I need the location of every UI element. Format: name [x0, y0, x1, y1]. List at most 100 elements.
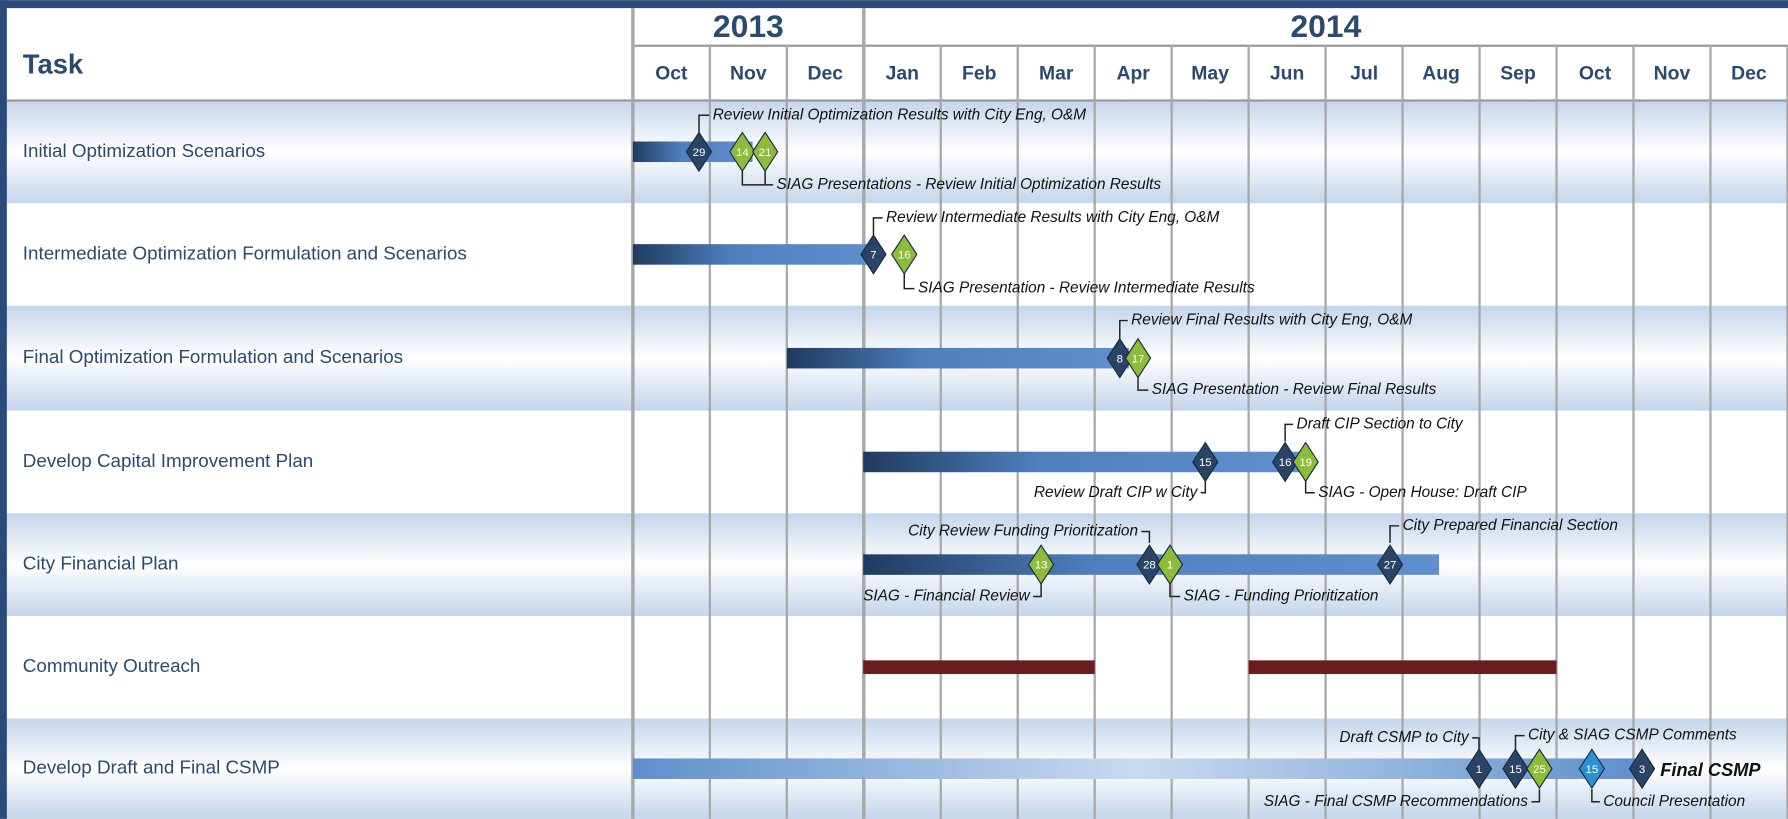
milestone-day: 13: [1035, 560, 1048, 572]
month-label: Dec: [808, 62, 844, 84]
milestone-day: 16: [1279, 457, 1292, 469]
year-label: 2013: [713, 8, 784, 44]
task-bar: [1248, 660, 1557, 675]
milestone-day: 25: [1533, 764, 1546, 776]
milestone: [1192, 441, 1219, 483]
task-name: Develop Capital Improvement Plan: [23, 450, 313, 471]
task-bar: [632, 758, 1643, 779]
month-label: Jun: [1270, 62, 1304, 84]
milestone-day: 3: [1639, 764, 1645, 776]
task-name: Community Outreach: [23, 655, 201, 676]
annotation: City Prepared Financial Section: [1403, 517, 1618, 534]
milestone: [1156, 544, 1184, 586]
annotation: SIAG Presentation - Review Intermediate …: [918, 280, 1255, 297]
leader-line: [1119, 319, 1128, 339]
annotation: Council Presentation: [1603, 793, 1745, 810]
milestone-day: 21: [759, 147, 772, 159]
month-label: Oct: [1579, 62, 1612, 84]
month-label: Jul: [1350, 62, 1378, 84]
task-bar: [786, 347, 1129, 369]
leader-line: [1141, 530, 1151, 543]
month-label: Feb: [962, 62, 997, 84]
month-label: Nov: [730, 62, 767, 84]
leader-line: [1389, 525, 1400, 543]
task-name: City Financial Plan: [23, 553, 179, 574]
month-label: Mar: [1039, 62, 1074, 84]
milestone-day: 28: [1143, 560, 1156, 572]
milestone-day: 29: [693, 147, 706, 159]
annotation: Review Final Results with City Eng, O&M: [1131, 312, 1412, 329]
leader-line: [1137, 377, 1149, 391]
month-label: Dec: [1731, 62, 1767, 84]
milestone: [1465, 748, 1493, 790]
leader-line: [1284, 423, 1294, 442]
milestone: [1376, 544, 1404, 586]
task-bar: [863, 451, 1300, 473]
milestone: [1136, 544, 1163, 586]
leader-line: [1472, 737, 1480, 751]
month-label: Oct: [655, 62, 688, 84]
milestone: [860, 233, 887, 275]
milestone: [1628, 748, 1656, 790]
milestone-day: 19: [1299, 457, 1312, 469]
row-band: [0, 100, 1788, 204]
milestone-day: 27: [1384, 560, 1397, 572]
task-name: Final Optimization Formulation and Scena…: [23, 346, 403, 367]
task-name: Initial Optimization Scenarios: [23, 140, 265, 161]
milestone-day: 17: [1132, 353, 1145, 365]
milestone-day: 15: [1586, 764, 1599, 776]
annotation: SIAG - Open House: Draft CIP: [1318, 484, 1527, 501]
leader-line: [1033, 581, 1042, 598]
leader-line: [1591, 789, 1600, 803]
frame-left: [0, 0, 7, 819]
milestone-day: 16: [898, 250, 911, 262]
annotation: Final CSMP: [1660, 759, 1761, 780]
frame-top: [0, 0, 1788, 9]
leader-line: [741, 171, 774, 186]
leader-line: [1200, 480, 1207, 494]
annotation: Draft CSMP to City: [1339, 729, 1470, 746]
milestone: [1027, 544, 1055, 586]
milestone-day: 15: [1509, 764, 1522, 776]
annotation: Draft CIP Section to City: [1297, 415, 1464, 432]
month-label: Jan: [886, 62, 919, 84]
milestone-day: 1: [1476, 764, 1482, 776]
milestone-day: 1: [1167, 560, 1173, 572]
annotation: SIAG - Funding Prioritization: [1184, 588, 1379, 605]
leader-line: [903, 273, 915, 290]
leader-line: [1514, 734, 1525, 751]
task-bar: [863, 660, 1095, 675]
annotation: Review Intermediate Results with City En…: [886, 209, 1219, 226]
annotation: City Review Funding Prioritization: [908, 523, 1138, 540]
milestone: [1578, 748, 1606, 790]
task-name: Intermediate Optimization Formulation an…: [23, 242, 467, 263]
milestone-day: 8: [1117, 353, 1123, 365]
milestone: [1526, 748, 1553, 790]
leader-line: [872, 217, 883, 236]
milestone: [1106, 337, 1134, 379]
annotation: SIAG Presentations - Review Initial Opti…: [777, 176, 1162, 193]
month-label: Apr: [1116, 62, 1150, 84]
task-header: Task: [23, 49, 84, 80]
annotation: Review Draft CIP w City: [1034, 484, 1199, 501]
month-label: Sep: [1500, 62, 1536, 84]
annotation: SIAG - Final CSMP Recommendations: [1264, 793, 1529, 810]
milestone: [751, 131, 779, 173]
year-label: 2014: [1290, 8, 1361, 44]
milestone-day: 7: [870, 250, 876, 262]
milestone: [1271, 441, 1299, 483]
annotation: City & SIAG CSMP Comments: [1528, 727, 1737, 744]
milestone: [685, 131, 713, 173]
month-label: May: [1191, 62, 1229, 84]
leader-line: [1531, 789, 1541, 803]
leader-line: [698, 114, 710, 133]
annotation: SIAG - Financial Review: [863, 588, 1031, 605]
annotation: Review Initial Optimization Results with…: [713, 106, 1087, 123]
leader-line: [1304, 480, 1315, 494]
month-label: Aug: [1422, 62, 1460, 84]
milestone: [1502, 748, 1529, 790]
milestone: [891, 233, 918, 275]
milestone: [1292, 441, 1319, 483]
milestone: [1124, 337, 1152, 379]
